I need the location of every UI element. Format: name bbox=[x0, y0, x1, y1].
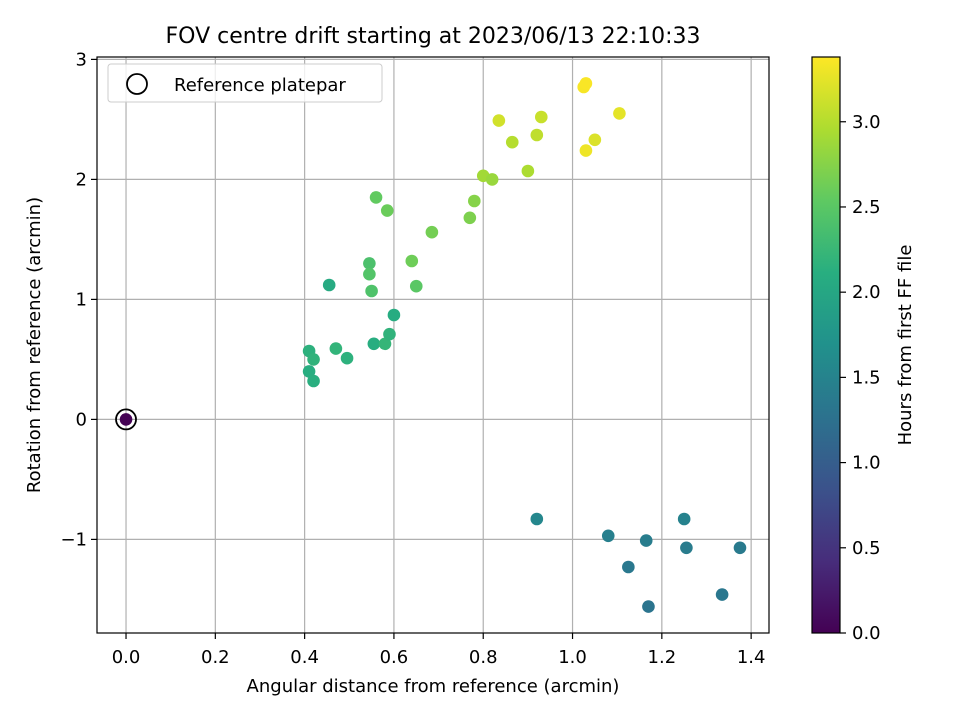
data-point bbox=[530, 512, 544, 526]
data-point bbox=[307, 353, 320, 366]
data-point bbox=[677, 512, 691, 526]
data-point bbox=[340, 351, 354, 365]
data-point bbox=[405, 254, 419, 268]
data-point bbox=[387, 308, 401, 322]
data-point bbox=[378, 337, 392, 351]
x-tick-label: 0.8 bbox=[469, 647, 498, 668]
colorbar-tick-label: 2.0 bbox=[852, 282, 881, 303]
data-point bbox=[363, 267, 376, 281]
data-point bbox=[579, 77, 593, 90]
legend-marker-open-circle bbox=[126, 73, 148, 95]
data-point bbox=[485, 173, 499, 186]
data-point bbox=[521, 164, 535, 178]
x-tick-label: 1.2 bbox=[648, 647, 677, 668]
colorbar-label: Hours from first FF file bbox=[895, 245, 916, 446]
colorbar: Hours from first FF file 0.0 0.5 1.0 1.5 2.0… bbox=[811, 56, 916, 644]
data-point bbox=[680, 541, 693, 555]
x-tick-label: 0.4 bbox=[290, 647, 319, 668]
colorbar-tick-label: 1.5 bbox=[852, 367, 881, 388]
data-point bbox=[588, 133, 602, 147]
data-point bbox=[367, 337, 381, 351]
data-point bbox=[530, 128, 544, 142]
axes-frame bbox=[96, 56, 770, 634]
data-point bbox=[363, 257, 376, 270]
chart-title: FOV centre drift starting at 2023/06/13 … bbox=[166, 24, 701, 49]
plot-area: 0.0 0.2 0.4 0.6 0.8 1.0 1.2 1.4 −1 0 1 2 3 bbox=[60, 49, 770, 668]
data-point bbox=[425, 225, 439, 239]
data-point bbox=[302, 365, 316, 378]
legend-label: Reference platepar bbox=[174, 75, 346, 96]
data-point bbox=[468, 194, 481, 208]
data-point bbox=[733, 541, 747, 555]
data-point bbox=[622, 560, 635, 574]
colorbar-gradient bbox=[811, 56, 841, 634]
x-tick-label: 1.0 bbox=[558, 647, 587, 668]
colorbar-tick-label: 0.5 bbox=[852, 538, 881, 559]
data-point bbox=[307, 374, 320, 388]
data-point bbox=[579, 144, 593, 157]
reference-platepar-marker bbox=[115, 408, 137, 431]
data-point bbox=[369, 191, 383, 204]
colorbar-tick-label: 1.0 bbox=[852, 453, 881, 474]
data-point bbox=[463, 211, 477, 225]
y-tick-label: 3 bbox=[76, 49, 87, 70]
data-point bbox=[322, 278, 336, 292]
data-point bbox=[492, 114, 506, 127]
legend: Reference platepar bbox=[107, 63, 383, 103]
data-point bbox=[601, 529, 615, 543]
x-tick-label: 0.2 bbox=[201, 647, 230, 668]
data-point bbox=[329, 342, 343, 355]
y-tick-label: 1 bbox=[76, 289, 87, 310]
x-tick-label: 0.0 bbox=[112, 647, 141, 668]
data-point bbox=[715, 588, 729, 601]
colorbar-tick-label: 2.5 bbox=[852, 197, 881, 218]
data-point bbox=[639, 534, 653, 547]
data-point bbox=[642, 600, 655, 613]
x-tick-label: 0.6 bbox=[380, 647, 409, 668]
y-tick-label: −1 bbox=[60, 529, 87, 550]
x-tick-label: 1.4 bbox=[737, 647, 766, 668]
data-point bbox=[380, 204, 394, 217]
data-point bbox=[119, 413, 133, 426]
data-point bbox=[365, 284, 378, 298]
colorbar-tick-label: 0.0 bbox=[852, 623, 881, 644]
data-point bbox=[534, 110, 548, 124]
legend-box bbox=[107, 63, 383, 103]
data-point bbox=[613, 107, 626, 120]
data-point bbox=[409, 279, 423, 293]
y-tick-label: 2 bbox=[76, 169, 87, 190]
y-tick-label: 0 bbox=[76, 409, 87, 430]
data-point bbox=[383, 327, 396, 341]
data-point bbox=[505, 135, 519, 149]
x-axis-label: Angular distance from reference (arcmin) bbox=[247, 676, 620, 697]
y-axis-label: Rotation from reference (arcmin) bbox=[24, 197, 45, 493]
colorbar-tick-label: 3.0 bbox=[852, 112, 881, 133]
